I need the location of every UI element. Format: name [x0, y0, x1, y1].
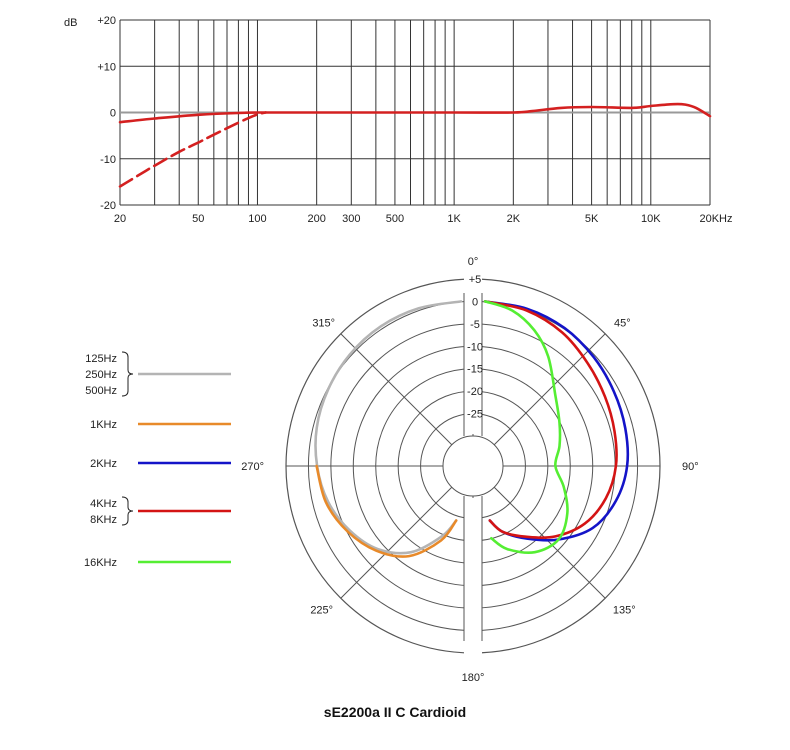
polar-series-line-3	[483, 300, 630, 542]
fr-series	[118, 102, 712, 188]
polar-spoke	[340, 333, 453, 446]
polar-angle-label: 225°	[310, 604, 333, 616]
fr-y-tick-label: 0	[110, 108, 116, 120]
fr-x-tick-label: 10K	[641, 213, 661, 225]
legend-label: 500Hz	[85, 385, 117, 397]
legend-label: 250Hz	[85, 369, 117, 381]
fr-series-line-2	[118, 111, 267, 188]
fr-y-tick-label: -10	[100, 154, 116, 166]
fr-x-tick-label: 200	[307, 213, 325, 225]
legend-label: 4KHz	[90, 498, 117, 510]
polar-series-line-1	[314, 300, 463, 555]
polar-spoke	[493, 333, 606, 446]
fr-x-tick-label: 20	[114, 213, 126, 225]
polar-ring-label: -15	[467, 364, 483, 376]
fr-x-tick-label: 2K	[507, 213, 521, 225]
fr-x-tick-label: 1K	[447, 213, 461, 225]
fr-x-tick-label: 50	[192, 213, 204, 225]
polar-angle-label: 135°	[613, 604, 636, 616]
polar-spoke	[340, 486, 453, 599]
legend-label: 1KHz	[90, 419, 117, 431]
fr-x-tick-label: 100	[248, 213, 266, 225]
polar-spokes	[286, 273, 660, 661]
polar-series-line-4	[483, 300, 618, 539]
legend-brace	[121, 351, 134, 397]
polar-ring-label: -10	[467, 341, 483, 353]
polar-axis-gap-top	[464, 273, 482, 434]
polar-angle-labels: 0° 45° 90° 135° 180° 225° 270° 315°	[241, 256, 698, 684]
polar-angle-label: 315°	[312, 318, 335, 330]
polar-ring-label: -20	[467, 386, 483, 398]
fr-x-tick-labels: 20 50 100 200 300 500 1K 2K 5K 10K 20KHz	[114, 213, 733, 225]
frequency-response-chart: +20 +10 0 -10 -20 dB 20 50 100 200 300 500 1K 2K 5K 1…	[64, 15, 733, 225]
polar-series	[314, 300, 630, 558]
legend-label: 8KHz	[90, 514, 117, 526]
fr-x-tick-label: 20KHz	[699, 213, 732, 225]
legend-label: 16KHz	[84, 557, 117, 569]
legend-brace	[121, 496, 134, 526]
polar-angle-label: 45°	[614, 318, 631, 330]
legend: 125Hz 250Hz 500Hz 1KHz 2KHz 4KHz 8KHz 16KHz	[84, 351, 231, 569]
polar-ring-label: +5	[469, 274, 482, 286]
polar-angle-label: 90°	[682, 461, 699, 473]
polar-pattern-chart: +5 0 -5 -10 -15 -20 -25 0° 45° 90° 135° 180° 225° 27…	[241, 256, 698, 684]
fr-y-axis-label: dB	[64, 17, 77, 29]
polar-ring-labels: +5 0 -5 -10 -15 -20 -25	[467, 274, 483, 421]
polar-axis-gap-bottom	[464, 498, 482, 661]
legend-label: 2KHz	[90, 458, 117, 470]
polar-ring-label: 0	[472, 296, 478, 308]
fr-x-tick-label: 300	[342, 213, 360, 225]
polar-angle-label: 0°	[468, 256, 479, 268]
legend-label: 125Hz	[85, 353, 117, 365]
polar-series-line-5	[483, 300, 569, 555]
fr-x-tick-label: 5K	[585, 213, 599, 225]
fr-x-tick-label: 500	[386, 213, 404, 225]
polar-series-line-2	[315, 464, 458, 558]
chart-title: sE2200a II C Cardioid	[323, 704, 467, 720]
polar-angle-label: 270°	[241, 461, 264, 473]
fr-y-tick-label: +10	[97, 61, 116, 73]
polar-spoke	[493, 486, 606, 599]
fr-y-tick-label: +20	[97, 15, 116, 27]
fr-series-line-1	[118, 102, 712, 124]
polar-ring-label: -5	[470, 319, 480, 331]
polar-ring-label: -25	[467, 409, 483, 421]
polar-angle-label: 180°	[462, 672, 485, 684]
fr-y-tick-label: -20	[100, 200, 116, 212]
polar-inner-ring	[442, 435, 504, 497]
fr-y-tick-labels: +20 +10 0 -10 -20	[97, 15, 116, 212]
